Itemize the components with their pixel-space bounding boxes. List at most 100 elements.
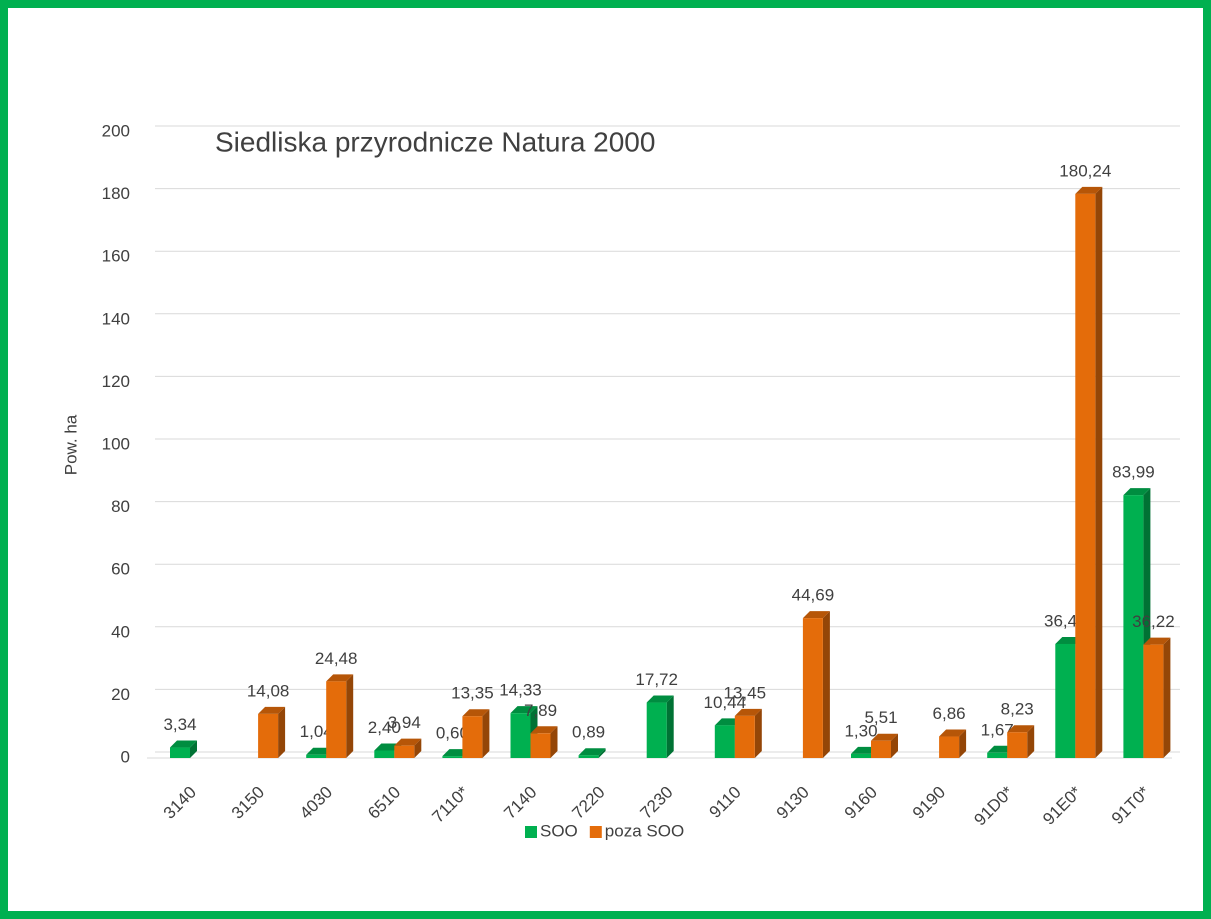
y-tick-label: 140 — [102, 309, 130, 328]
y-tick-label: 60 — [111, 560, 130, 579]
y-tick-label: 20 — [111, 685, 130, 704]
bar — [442, 756, 463, 758]
bar — [326, 681, 347, 758]
bar — [714, 725, 735, 758]
bar-top — [258, 706, 286, 714]
x-tick-label: 7220 — [568, 783, 608, 823]
bar — [306, 754, 327, 758]
data-label: 36,22 — [1132, 612, 1175, 631]
data-label: 17,72 — [635, 670, 678, 689]
bar-top — [170, 740, 197, 748]
x-tick-label: 91E0* — [1039, 782, 1085, 828]
bar-side — [1095, 186, 1103, 758]
data-label: 8,23 — [1001, 700, 1034, 719]
bar — [939, 736, 960, 758]
x-tick-label: 7110* — [428, 782, 472, 826]
bar-top — [871, 733, 898, 741]
x-tick-label: 3150 — [228, 783, 268, 823]
bar — [851, 753, 871, 758]
bar-top — [939, 729, 967, 737]
data-label: 3,34 — [163, 715, 196, 734]
x-tick-label: 6510 — [364, 783, 404, 823]
data-label: 13,45 — [724, 683, 767, 702]
x-tick-label: 9190 — [909, 783, 949, 823]
bar-side — [1163, 637, 1171, 758]
bar — [578, 755, 599, 758]
chart-title: Siedliska przyrodnicze Natura 2000 — [215, 126, 655, 157]
bar-top — [1143, 637, 1171, 645]
y-tick-label: 40 — [111, 622, 130, 641]
data-label: 3,94 — [388, 713, 421, 732]
x-tick-label: 7230 — [637, 783, 677, 823]
data-label: 44,69 — [792, 586, 835, 605]
bar — [170, 747, 190, 758]
y-tick-label: 0 — [121, 747, 130, 766]
data-label: 7,89 — [524, 701, 557, 720]
y-tick-label: 120 — [102, 372, 130, 391]
bar-side — [822, 611, 830, 758]
data-label: 24,48 — [315, 649, 358, 668]
y-tick-label: 80 — [111, 497, 130, 516]
data-label: 1,04 — [300, 722, 333, 741]
bar-side — [346, 674, 354, 758]
bar-top — [1007, 725, 1035, 733]
y-tick-label: 100 — [102, 434, 130, 453]
bar — [802, 618, 823, 758]
data-label: 14,33 — [499, 681, 542, 700]
x-tick-label: 7140 — [500, 783, 540, 823]
data-label: 10,44 — [704, 693, 747, 712]
bar-side — [278, 706, 286, 758]
data-label: 6,86 — [933, 704, 966, 723]
bar-top — [394, 738, 422, 746]
data-label: 13,35 — [451, 684, 494, 703]
data-label: 1,67 — [981, 720, 1014, 739]
bar — [1075, 193, 1096, 758]
bar-top — [734, 708, 762, 716]
bar — [530, 733, 551, 758]
bar-top — [646, 695, 674, 703]
bar — [1055, 643, 1076, 758]
data-label: 2,40 — [368, 718, 401, 737]
bar-side — [891, 733, 898, 758]
data-label: 14,08 — [247, 681, 290, 700]
x-tick-label: 9110 — [706, 783, 745, 822]
bar-top — [462, 709, 490, 717]
bar-side — [666, 695, 674, 758]
bar — [258, 713, 279, 758]
x-tick-label: 9160 — [841, 783, 881, 823]
bar — [394, 745, 415, 758]
bar — [646, 702, 667, 758]
bar — [510, 713, 531, 758]
bar — [734, 715, 755, 758]
data-label: 180,24 — [1059, 161, 1111, 180]
bar — [1123, 495, 1144, 758]
bar — [1143, 644, 1164, 758]
bar-side — [414, 738, 422, 758]
legend-label: SOO — [540, 821, 578, 840]
bar — [871, 740, 891, 758]
x-tick-label: 4030 — [296, 783, 336, 823]
bar-side — [482, 709, 490, 758]
legend-label: poza SOO — [605, 821, 684, 840]
x-tick-label: 91D0* — [970, 782, 1017, 829]
y-tick-label: 180 — [102, 184, 130, 203]
legend-swatch — [525, 826, 537, 838]
bar-side — [959, 729, 967, 758]
data-label: 5,51 — [864, 708, 897, 727]
bar-side — [598, 748, 606, 758]
data-label: 0,89 — [572, 723, 605, 742]
y-tick-label: 200 — [102, 121, 130, 140]
bar-top — [1075, 186, 1103, 194]
x-tick-label: 3140 — [160, 783, 200, 823]
data-label: 83,99 — [1112, 463, 1155, 482]
data-label: 0,60 — [436, 724, 469, 743]
bar — [374, 750, 395, 758]
bar — [1007, 732, 1028, 758]
bar-top — [1123, 488, 1151, 496]
legend-swatch — [589, 826, 602, 838]
x-tick-label: 9130 — [773, 783, 813, 823]
bar — [987, 752, 1008, 758]
bar-side — [190, 740, 197, 758]
